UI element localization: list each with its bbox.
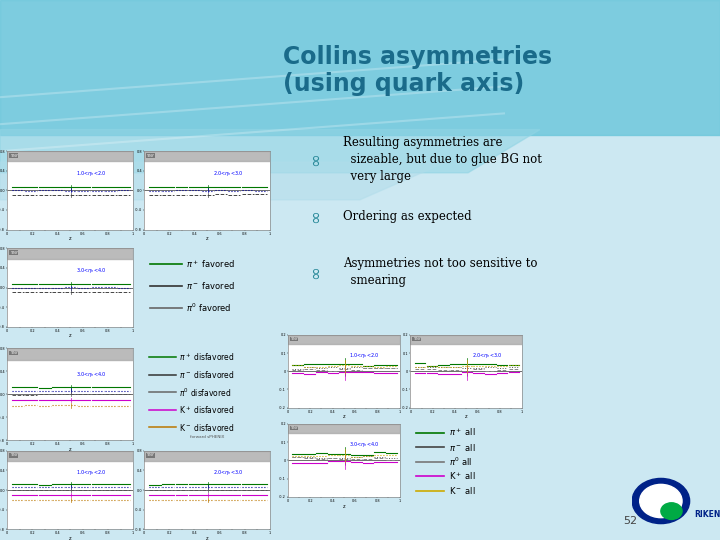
Text: $\pi^0$ favored: $\pi^0$ favored	[186, 302, 231, 314]
Text: TINY: TINY	[290, 337, 298, 341]
Text: TINY: TINY	[9, 153, 17, 158]
Bar	[7, 248, 133, 259]
Polygon shape	[0, 130, 540, 173]
Bar	[288, 335, 400, 345]
Bar	[7, 348, 133, 360]
Bar	[288, 424, 400, 434]
X-axis label: z: z	[343, 504, 345, 509]
X-axis label: z: z	[69, 237, 71, 241]
Text: 1.0<$\eta_h$<2.0: 1.0<$\eta_h$<2.0	[349, 350, 380, 360]
Text: $\pi^-$ all: $\pi^-$ all	[449, 442, 476, 453]
Text: K$^+$ all: K$^+$ all	[449, 470, 476, 482]
Circle shape	[661, 503, 682, 519]
Text: 52: 52	[623, 516, 637, 526]
X-axis label: z: z	[69, 447, 71, 452]
Text: TINY: TINY	[9, 453, 17, 457]
Bar	[144, 451, 270, 461]
Text: 3.0<$\eta_h$<4.0: 3.0<$\eta_h$<4.0	[76, 369, 107, 379]
Text: $\pi^+$ favored: $\pi^+$ favored	[186, 258, 235, 270]
Text: $\pi^0$ disfavored: $\pi^0$ disfavored	[179, 386, 232, 399]
Text: $\pi^+$ all: $\pi^+$ all	[449, 427, 476, 438]
Text: Resulting asymmetries are
  sizeable, but due to glue BG not
  very large: Resulting asymmetries are sizeable, but …	[343, 136, 541, 183]
Text: ∞: ∞	[307, 265, 325, 279]
Text: Collins asymmetries: Collins asymmetries	[283, 45, 552, 69]
Text: TINY: TINY	[147, 153, 154, 158]
Text: TINY: TINY	[9, 351, 17, 355]
Polygon shape	[0, 0, 720, 135]
Text: ∞: ∞	[307, 152, 325, 166]
Text: 3.0<$\eta_h$<4.0: 3.0<$\eta_h$<4.0	[76, 266, 107, 275]
Bar	[7, 451, 133, 461]
Polygon shape	[0, 162, 446, 200]
Text: Asymmetries not too sensitive to
  smearing: Asymmetries not too sensitive to smearin…	[343, 256, 537, 287]
Text: 1.0<$\eta_h$<2.0: 1.0<$\eta_h$<2.0	[76, 168, 107, 178]
X-axis label: z: z	[206, 237, 208, 241]
Text: $\pi^-$ disfavored: $\pi^-$ disfavored	[179, 369, 235, 380]
Text: 2.0<$\eta_h$<3.0: 2.0<$\eta_h$<3.0	[213, 168, 244, 178]
Text: 1.0<$\eta_h$<2.0: 1.0<$\eta_h$<2.0	[76, 468, 107, 477]
Text: $\pi^-$ favored: $\pi^-$ favored	[186, 280, 235, 292]
Text: TINY: TINY	[413, 337, 420, 341]
X-axis label: z: z	[343, 415, 345, 420]
X-axis label: z: z	[69, 334, 71, 339]
Circle shape	[639, 484, 682, 518]
Text: (using quark axis): (using quark axis)	[282, 72, 524, 96]
Text: $\pi^0$ all: $\pi^0$ all	[449, 456, 472, 468]
Text: 2.0<$\eta_h$<3.0: 2.0<$\eta_h$<3.0	[213, 468, 244, 477]
Bar	[7, 151, 133, 161]
Text: 2.0<$\eta_h$<3.0: 2.0<$\eta_h$<3.0	[472, 350, 503, 360]
Text: K$^+$ disfavored: K$^+$ disfavored	[179, 404, 235, 416]
Text: $\pi^+$ disfavored: $\pi^+$ disfavored	[179, 352, 235, 363]
Text: ∞: ∞	[307, 210, 325, 224]
Text: K$^-$ disfavored: K$^-$ disfavored	[179, 422, 235, 433]
Circle shape	[632, 478, 690, 524]
Text: Ordering as expected: Ordering as expected	[343, 210, 472, 223]
X-axis label: z: z	[465, 415, 467, 420]
Text: TINY: TINY	[147, 453, 154, 457]
X-axis label: z: z	[69, 536, 71, 540]
Text: TINY: TINY	[9, 251, 17, 255]
Bar	[144, 151, 270, 161]
X-axis label: z: z	[206, 536, 208, 540]
Text: forward sPHENIX: forward sPHENIX	[190, 435, 224, 439]
Text: TINY: TINY	[290, 426, 298, 430]
Text: RIKEN: RIKEN	[694, 510, 720, 518]
Bar	[410, 335, 522, 345]
Text: 3.0<$\eta_h$<4.0: 3.0<$\eta_h$<4.0	[349, 440, 380, 449]
Text: K$^-$ all: K$^-$ all	[449, 485, 476, 496]
